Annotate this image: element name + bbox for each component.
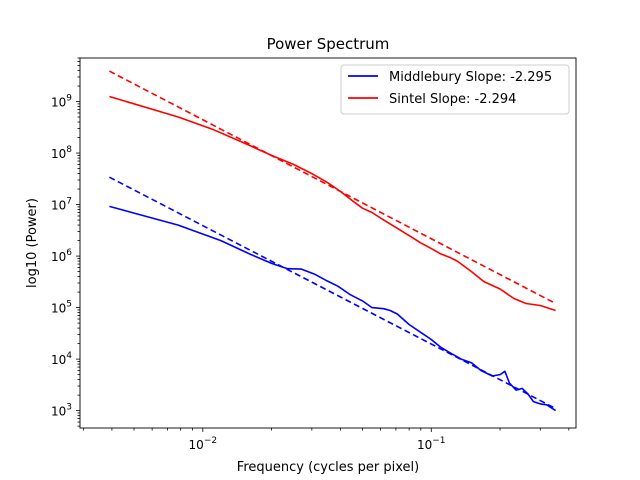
y-tick-label-0: 103 xyxy=(51,403,72,419)
y-tick-label-6: 109 xyxy=(51,94,72,110)
y-axis-ticks: 103 104 105 106 107 108 109 xyxy=(51,57,80,427)
y-tick-label-1: 104 xyxy=(51,351,72,367)
x-tick-label-1: 10−1 xyxy=(417,436,446,452)
series-line-2 xyxy=(109,95,556,312)
x-tick-label-0: 10−2 xyxy=(189,436,218,452)
legend: Middlebury Slope: -2.295 Sintel Slope: -… xyxy=(340,64,570,115)
y-tick-label-3: 106 xyxy=(51,248,72,264)
series-line-1 xyxy=(109,176,556,410)
y-tick-label-5: 108 xyxy=(51,145,72,161)
y-tick-label-4: 107 xyxy=(51,197,72,213)
x-axis-label: Frequency (cycles per pixel) xyxy=(237,460,419,475)
plot-frame xyxy=(79,57,577,429)
series-lines xyxy=(109,70,557,412)
y-tick-label-2: 105 xyxy=(51,300,72,316)
legend-label-middlebury: Middlebury Slope: -2.295 xyxy=(389,70,552,85)
legend-box xyxy=(340,64,570,115)
y-axis-label: log10 (Power) xyxy=(25,198,40,288)
legend-label-sintel: Sintel Slope: -2.294 xyxy=(389,92,516,107)
series-line-3 xyxy=(109,70,556,305)
chart-title: Power Spectrum xyxy=(267,35,390,53)
